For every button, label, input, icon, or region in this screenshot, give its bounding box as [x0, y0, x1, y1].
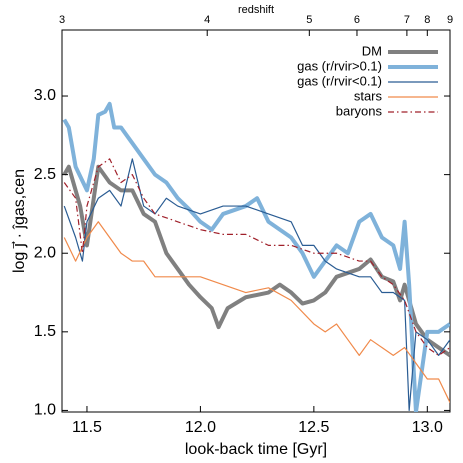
legend-label: stars: [354, 88, 383, 103]
legend-label: baryons: [336, 103, 383, 118]
legend-label: gas (r/rvir<0.1): [297, 73, 382, 88]
series-line: [63, 158, 450, 412]
x2-axis-label: redshift: [238, 4, 274, 16]
x2-tick-label: 3: [59, 14, 65, 26]
y-axis-label: log j⃗ · ĵgas,cen: [11, 169, 28, 273]
x-axis-label: look-back time [Gyr]: [185, 441, 327, 458]
series-line: [62, 101, 450, 412]
x2-tick-label: 4: [204, 14, 210, 26]
y-tick-label: 3.0: [34, 87, 56, 104]
legend-label: gas (r/rvir>0.1): [297, 58, 382, 73]
plot-frame: [61, 29, 451, 413]
x2-tick-label: 5: [306, 14, 312, 26]
x-tick-label: 12.5: [298, 419, 329, 436]
legend-label: DM: [362, 43, 382, 58]
x2-tick-label: 6: [354, 14, 360, 26]
x-tick-label: 12.0: [185, 419, 216, 436]
series-line: [63, 158, 450, 357]
y-tick-label: 2.0: [34, 244, 56, 261]
series-line: [62, 164, 450, 358]
x-tick-label: 13.0: [412, 419, 443, 436]
x2-tick-label: 8: [424, 14, 430, 26]
y-tick-label: 2.5: [34, 166, 56, 183]
y-tick-label: 1.5: [34, 323, 56, 340]
lines: [62, 101, 450, 412]
x-tick-label: 11.5: [72, 419, 102, 436]
x2-tick-label: 9: [447, 14, 453, 26]
series-line: [63, 221, 450, 403]
y-tick-label: 1.0: [34, 402, 56, 419]
x2-tick-label: 7: [404, 14, 410, 26]
